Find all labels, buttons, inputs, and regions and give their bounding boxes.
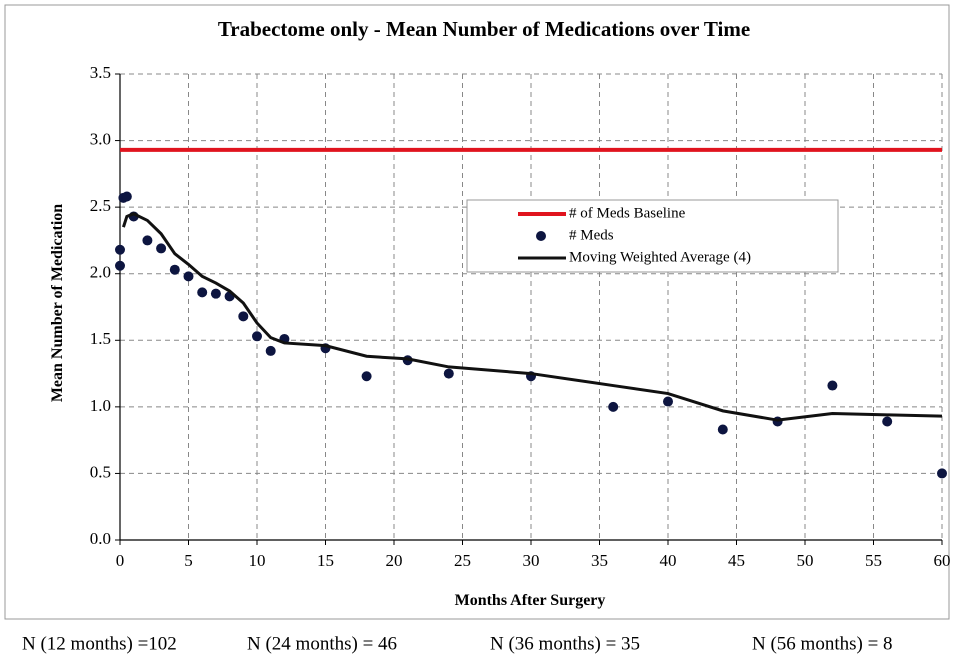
- scatter-point: [169, 264, 180, 275]
- scatter-point: [115, 244, 125, 255]
- scatter-point: [121, 191, 132, 202]
- scatter-point: [115, 260, 125, 271]
- scatter-point: [238, 311, 249, 322]
- footnote: N (36 months) = 35: [490, 633, 640, 654]
- footnote: N (12 months) =102: [22, 633, 177, 654]
- scatter-point: [183, 271, 194, 282]
- x-tick-label: 45: [728, 551, 745, 570]
- x-axis-label: Months After Surgery: [455, 592, 606, 609]
- x-tick-label: 15: [317, 551, 334, 570]
- scatter-point: [252, 331, 262, 342]
- scatter-point: [937, 468, 947, 479]
- x-tick-label: 50: [797, 551, 814, 570]
- legend-label: Moving Weighted Average (4): [569, 249, 751, 265]
- y-tick-label: 0.0: [90, 529, 111, 548]
- scatter-point: [197, 287, 208, 298]
- scatter-point: [882, 416, 893, 427]
- scatter-point: [608, 401, 619, 412]
- line-series: [121, 212, 943, 422]
- y-axis-label: Mean Number of Medication: [49, 204, 66, 402]
- scatter-point: [361, 371, 372, 382]
- y-tick-label: 2.0: [90, 263, 111, 282]
- scatter-point: [265, 345, 276, 356]
- chart-frame: [4, 4, 950, 620]
- chart-title: Trabectome only - Mean Number of Medicat…: [218, 17, 750, 41]
- y-tick-label: 3.5: [90, 63, 111, 82]
- scatter-point: [156, 243, 167, 254]
- scatter-point: [443, 368, 454, 379]
- footnote: N (24 months) = 46: [247, 633, 397, 654]
- x-tick-label: 25: [454, 551, 471, 570]
- scatter-point: [663, 396, 673, 407]
- scatter-point: [210, 288, 221, 299]
- legend-label: # of Meds Baseline: [569, 205, 686, 221]
- y-tick-label: 0.5: [90, 462, 111, 481]
- x-tick-label: 10: [249, 551, 266, 570]
- footnote: N (56 months) = 8: [752, 633, 893, 654]
- x-tick-label: 40: [660, 551, 677, 570]
- y-tick-label: 2.5: [90, 196, 111, 215]
- y-tick-label: 1.0: [90, 396, 111, 415]
- x-tick-label: 5: [184, 551, 193, 570]
- scatter-point: [717, 424, 728, 435]
- x-tick-label: 60: [934, 551, 951, 570]
- x-tick-label: 55: [865, 551, 882, 570]
- y-tick-label: 1.5: [90, 329, 111, 348]
- legend-swatch: [536, 231, 546, 241]
- x-tick-label: 0: [116, 551, 125, 570]
- x-tick-label: 35: [591, 551, 608, 570]
- y-tick-label: 3.0: [90, 129, 111, 148]
- legend-label: # Meds: [569, 227, 614, 243]
- x-tick-label: 30: [523, 551, 540, 570]
- scatter-point: [827, 380, 838, 391]
- scatter-point: [142, 235, 153, 246]
- x-tick-label: 20: [386, 551, 403, 570]
